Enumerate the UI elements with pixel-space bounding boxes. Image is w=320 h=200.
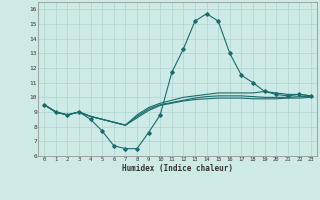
X-axis label: Humidex (Indice chaleur): Humidex (Indice chaleur) (122, 164, 233, 173)
